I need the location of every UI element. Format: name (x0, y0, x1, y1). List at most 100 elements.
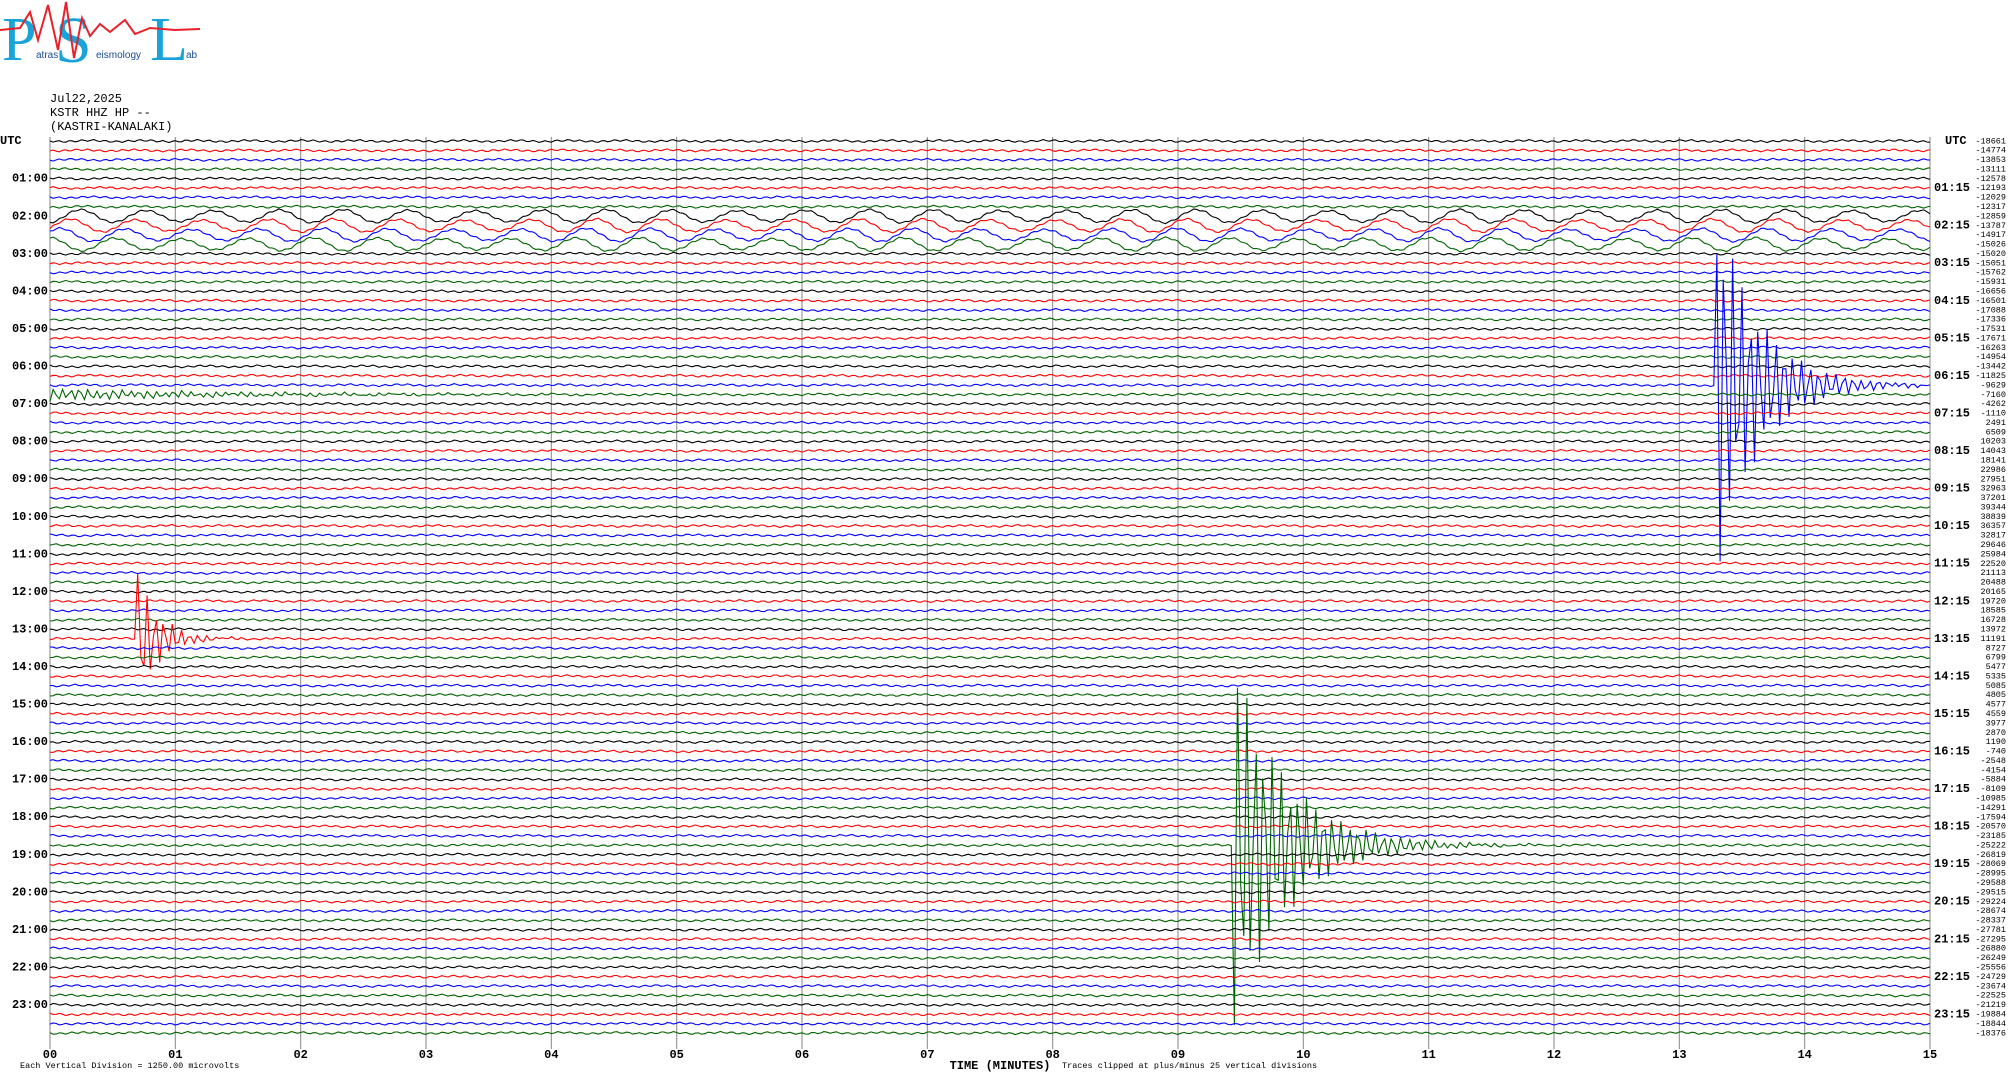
trace (49, 505, 1931, 510)
left-time-label: 16:00 (12, 735, 48, 749)
trace (49, 251, 1931, 256)
trace-offset: -17671 (1975, 333, 2006, 343)
trace-offset: 20488 (1980, 578, 2006, 588)
right-time-label: 04:15 (1934, 294, 1970, 308)
trace-offset: 32963 (1980, 484, 2006, 494)
trace-offset: 14043 (1980, 446, 2006, 456)
right-time-label: 02:15 (1934, 219, 1970, 233)
logo-letter: S (55, 4, 92, 77)
right-time-label: 09:15 (1934, 482, 1970, 496)
trace-offset: 4559 (1986, 709, 2006, 719)
trace-offset: 25984 (1980, 549, 2006, 559)
trace-offset: 11191 (1980, 634, 2006, 644)
trace-offset: -15762 (1975, 268, 2006, 278)
trace (49, 420, 1931, 425)
trace (49, 608, 1931, 613)
trace (49, 852, 1931, 857)
trace (49, 711, 1931, 716)
trace (49, 167, 1931, 172)
right-time-label: 13:15 (1934, 632, 1970, 646)
trace-offset: -14774 (1975, 146, 2006, 156)
left-time-label: 12:00 (12, 585, 48, 599)
trace (49, 542, 1931, 547)
trace-offset: -29224 (1975, 897, 2006, 907)
trace-offset: 3977 (1986, 718, 2006, 728)
trace (49, 195, 1931, 200)
trace-offset: -23674 (1975, 981, 2006, 991)
trace-offset: -13111 (1975, 164, 2006, 174)
x-tick-label: 09 (1171, 1048, 1185, 1062)
utc-right: UTC (1945, 134, 1967, 148)
trace (49, 580, 1931, 585)
trace-offset: 5335 (1986, 671, 2006, 681)
trace-offset: 20165 (1980, 587, 2006, 597)
station: KSTR HHZ HP -- (50, 106, 151, 120)
trace (49, 758, 1931, 763)
trace-offset: -17336 (1975, 315, 2006, 325)
trace (49, 176, 1931, 181)
trace (49, 533, 1931, 538)
trace (49, 899, 1931, 904)
trace-offset: -14917 (1975, 230, 2006, 240)
trace (49, 495, 1931, 500)
trace-offset: 38839 (1980, 512, 2006, 522)
trace-offset: 22986 (1980, 465, 2006, 475)
trace (49, 226, 1931, 243)
left-time-label: 02:00 (12, 209, 48, 223)
x-tick-label: 08 (1045, 1048, 1059, 1062)
trace-offset: 2870 (1986, 728, 2006, 738)
trace (49, 692, 1931, 698)
trace (49, 645, 1931, 651)
left-time-label: 11:00 (12, 547, 48, 561)
x-axis-title: TIME (MINUTES) (950, 1059, 1051, 1073)
trace-offset: 8727 (1986, 643, 2006, 653)
trace (49, 270, 1931, 275)
x-tick-label: 14 (1797, 1048, 1811, 1062)
trace (49, 148, 1931, 153)
trace-offset: 18585 (1980, 606, 2006, 616)
trace (49, 965, 1931, 970)
trace (49, 208, 1931, 225)
trace (49, 617, 1931, 622)
right-time-label: 19:15 (1934, 857, 1970, 871)
x-tick-label: 10 (1296, 1048, 1310, 1062)
trace-offset: 18141 (1980, 455, 2006, 465)
left-time-label: 15:00 (12, 698, 48, 712)
trace-offset: -18376 (1975, 1028, 2006, 1038)
trace (49, 439, 1931, 444)
right-time-label: 03:15 (1934, 256, 1970, 270)
x-tick-label: 02 (293, 1048, 307, 1062)
x-tick-label: 07 (920, 1048, 934, 1062)
trace (49, 815, 1931, 820)
right-time-label: 11:15 (1934, 557, 1970, 571)
left-time-label: 03:00 (12, 247, 48, 261)
trace-offset: 5477 (1986, 662, 2006, 672)
trace (49, 627, 1931, 632)
date: Jul22,2025 (50, 92, 122, 106)
trace-offset: 6509 (1986, 427, 2006, 437)
trace-offset: 16728 (1980, 615, 2006, 625)
trace-offset: -20570 (1975, 822, 2006, 832)
trace (50, 721, 1931, 726)
trace (49, 236, 1931, 253)
left-time-label: 01:00 (12, 172, 48, 186)
trace (49, 458, 1931, 463)
trace-offset: -8109 (1980, 784, 2006, 794)
trace (49, 824, 1931, 829)
trace (49, 833, 1931, 838)
right-time-label: 23:15 (1934, 1007, 1970, 1021)
utc-left: UTC (0, 134, 22, 148)
left-time-label: 08:00 (12, 435, 48, 449)
trace (49, 523, 1931, 529)
trace (49, 974, 1931, 979)
trace-offset: -28674 (1975, 906, 2006, 916)
trace (49, 336, 1931, 341)
trace (49, 749, 1931, 754)
trace (49, 573, 1931, 670)
trace-offset: 1190 (1986, 737, 2006, 747)
trace (49, 561, 1931, 566)
right-time-label: 17:15 (1934, 782, 1970, 796)
logo-wave (0, 1, 201, 59)
trace (49, 217, 1931, 234)
